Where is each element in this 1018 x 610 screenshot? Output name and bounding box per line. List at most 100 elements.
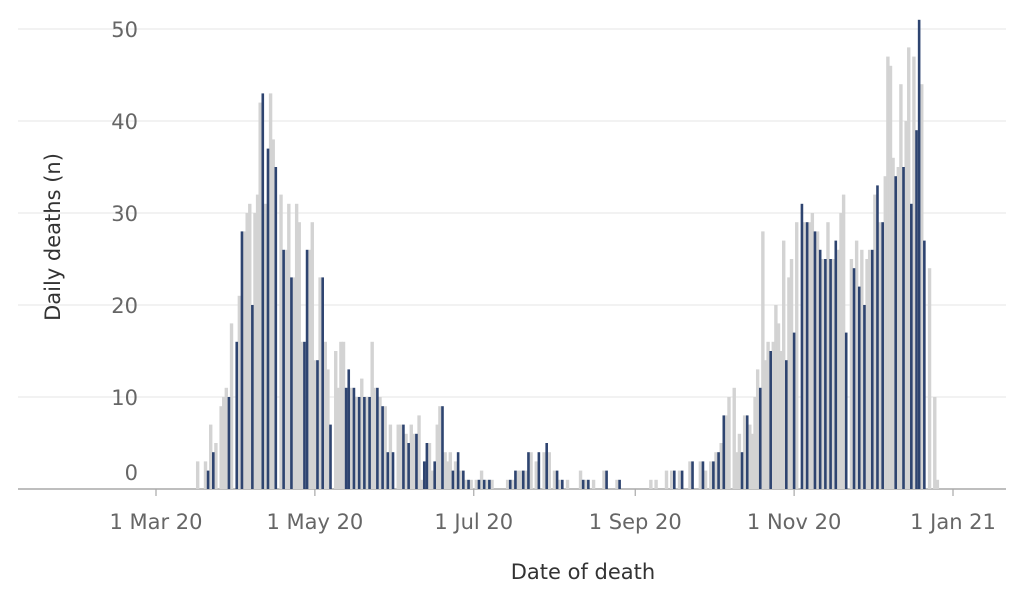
bar-series-a <box>430 470 434 489</box>
bar-series-a <box>904 121 908 489</box>
bar-series-a <box>865 259 869 489</box>
bar-series-b <box>618 479 621 489</box>
bar-series-a <box>774 305 778 489</box>
bar-series-a <box>654 479 658 489</box>
bar-series-a <box>485 479 489 489</box>
bar-series-b <box>852 268 856 489</box>
bar-series-b <box>537 452 541 489</box>
bar-series-a <box>219 406 223 489</box>
bar-series-a <box>469 479 473 489</box>
bar-series-a <box>326 369 330 489</box>
x-tick-label: 1 Jan 21 <box>910 510 996 534</box>
bar-series-a <box>258 102 262 489</box>
bar-series-b <box>477 479 481 489</box>
bar-series-a <box>336 387 341 489</box>
bar-series-a <box>664 470 669 489</box>
bar-series-a <box>341 341 346 489</box>
bar-series-a <box>339 341 343 489</box>
bar-series-b <box>305 249 309 489</box>
bar-series-a <box>896 167 900 489</box>
bar-series-a <box>409 424 413 489</box>
x-tick-label: 1 Mar 20 <box>109 510 202 534</box>
bar-series-b <box>691 461 694 489</box>
bar-series-a <box>313 360 317 489</box>
bar-series-a <box>334 351 338 489</box>
bar-series-a <box>524 470 528 489</box>
bar-series-b <box>329 424 332 489</box>
bar-series-b <box>527 452 530 489</box>
bar-series-b <box>381 406 384 489</box>
bar-series-a <box>354 397 359 489</box>
bar-series-a <box>703 470 708 489</box>
bar-series-a <box>776 323 781 489</box>
bar-series-a <box>732 387 736 489</box>
bar-series-b <box>462 470 465 489</box>
bar-series-a <box>383 406 387 489</box>
bar-series-b <box>740 452 744 489</box>
bar-series-b <box>587 479 590 489</box>
x-tick-label: 1 Nov 20 <box>747 510 841 534</box>
bar-series-a <box>547 452 551 489</box>
bar-series-a <box>349 387 354 489</box>
bar-series-b <box>261 93 265 490</box>
bar-series-a <box>935 479 940 489</box>
bar-series-a <box>373 387 377 489</box>
bar-series-b <box>917 19 921 490</box>
bar-series-a <box>378 397 382 489</box>
bar-series-a <box>443 452 447 489</box>
bar-series-b <box>834 240 838 489</box>
bar-series-b <box>792 332 796 489</box>
bar-series-a <box>649 479 653 489</box>
bar-series-a <box>237 295 242 489</box>
bar-series-a <box>279 194 283 489</box>
bar-series-b <box>857 286 861 489</box>
bar-series-a <box>271 139 275 489</box>
bar-series-a <box>209 424 213 489</box>
bar-series-a <box>310 222 314 489</box>
bar-series-b <box>701 461 705 489</box>
bar-series-a <box>591 479 596 489</box>
bar-series-b <box>722 415 726 489</box>
series-b-bars <box>206 19 926 490</box>
bar-series-a <box>253 213 257 489</box>
bar-series-a <box>542 452 546 489</box>
bar-series-a <box>615 479 619 489</box>
bar-series-b <box>274 167 278 489</box>
bar-series-a <box>552 470 557 489</box>
bar-series-b <box>545 443 548 489</box>
bar-series-a <box>883 176 887 489</box>
bar-series-a <box>529 452 533 489</box>
y-tick-label: 40 <box>111 110 138 134</box>
bar-series-a <box>748 424 752 489</box>
bar-series-a <box>448 452 453 489</box>
bar-series-a <box>459 470 463 489</box>
bar-series-b <box>673 470 676 489</box>
bar-series-a <box>771 341 775 489</box>
bar-series-a <box>516 470 520 489</box>
bar-series-a <box>742 415 747 489</box>
bar-series-a <box>670 470 674 489</box>
bar-series-b <box>769 351 772 489</box>
bar-series-a <box>750 433 755 489</box>
bar-series-b <box>818 249 822 489</box>
y-tick-label: 0 <box>125 461 138 485</box>
bar-series-a <box>920 84 924 489</box>
bar-series-b <box>555 470 559 489</box>
bar-series-b <box>902 167 905 489</box>
bar-series-b <box>425 443 429 489</box>
bar-series-a <box>808 222 812 489</box>
bar-series-a <box>831 259 835 489</box>
bar-series-a <box>724 415 729 489</box>
bar-series-b <box>467 479 470 489</box>
bar-series-a <box>534 461 538 489</box>
bar-series-a <box>479 470 484 489</box>
bar-series-b <box>321 277 324 489</box>
bar-series-b <box>844 332 848 489</box>
bar-series-a <box>323 341 327 489</box>
bar-series-b <box>386 452 390 489</box>
bar-series-a <box>826 222 830 489</box>
bar-series-b <box>881 222 884 489</box>
bar-series-b <box>758 387 762 489</box>
bar-series-a <box>810 213 815 489</box>
